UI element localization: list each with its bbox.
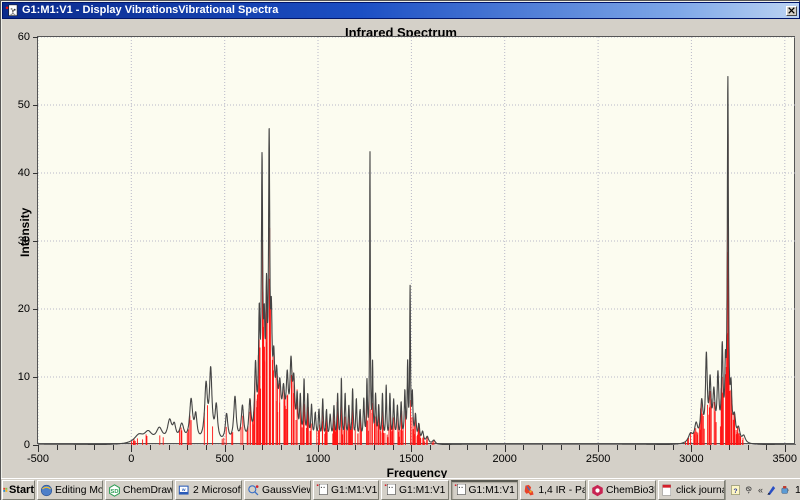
svg-text:?: ?	[733, 488, 737, 495]
svg-text:SD: SD	[111, 488, 119, 494]
svg-text:W: W	[182, 487, 186, 492]
